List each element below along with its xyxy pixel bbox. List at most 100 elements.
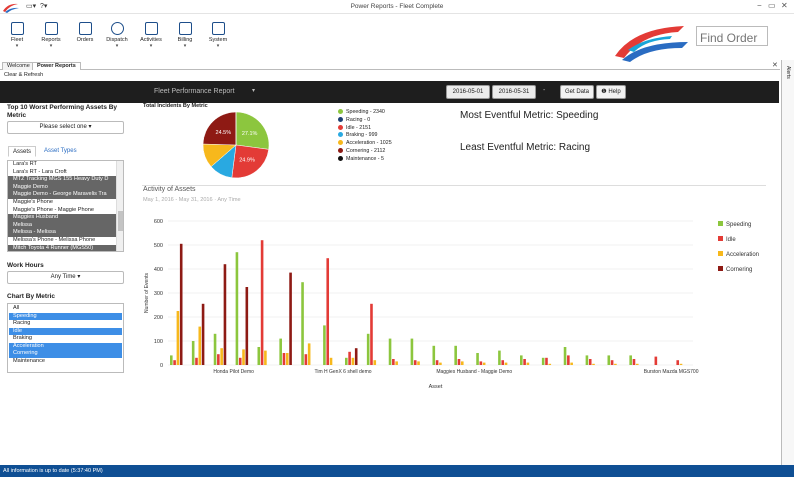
metric-list-item[interactable]: Speeding (9, 312, 122, 320)
restore-button[interactable]: ▭ (768, 1, 776, 10)
bar[interactable] (370, 303, 373, 365)
bar[interactable] (195, 357, 198, 365)
bar[interactable] (348, 351, 351, 365)
help-icon[interactable]: ?▾ (40, 3, 48, 10)
bar[interactable] (479, 361, 483, 365)
metric-list[interactable]: All Speeding Racing Idle Braking Acceleration… (7, 303, 124, 373)
tab-assets[interactable]: Assets (8, 146, 37, 157)
ribbon-billing-button[interactable]: Billing ▾ (168, 22, 202, 49)
bar[interactable] (345, 357, 348, 365)
bar[interactable] (520, 355, 523, 365)
metric-list-item[interactable]: Acceleration (9, 342, 122, 350)
close-button[interactable]: ✕ (781, 1, 788, 10)
bar[interactable] (307, 343, 311, 365)
bar[interactable] (223, 264, 227, 365)
bar[interactable] (632, 359, 636, 365)
close-tab-icon[interactable]: ✕ (772, 62, 778, 69)
bar[interactable] (173, 360, 176, 365)
pie-slice[interactable] (231, 144, 269, 179)
bar[interactable] (498, 350, 501, 365)
asset-list-item[interactable]: Melissa (8, 221, 117, 230)
bar[interactable] (260, 240, 264, 365)
bar[interactable] (432, 345, 436, 365)
bar[interactable] (264, 350, 267, 365)
bar[interactable] (610, 360, 614, 365)
bar[interactable] (170, 355, 173, 365)
bar[interactable] (629, 355, 632, 365)
clear-refresh-link[interactable]: Clear & Refresh (4, 72, 44, 78)
get-data-button[interactable]: Get Data (560, 85, 594, 99)
bar[interactable] (526, 362, 530, 365)
ribbon-dispatch-button[interactable]: Dispatch ▾ (100, 22, 134, 49)
pie-slice[interactable] (235, 111, 270, 150)
metric-list-item[interactable]: Cornering (9, 350, 122, 358)
bar[interactable] (501, 360, 505, 365)
bar[interactable] (417, 361, 420, 365)
asset-list-item[interactable]: MTZ Tracking MGS 155 Heavy Duty D (8, 176, 117, 184)
asset-list-item[interactable]: Maggie's Phone (13, 198, 53, 205)
metric-list-item[interactable]: Idle (9, 327, 122, 335)
chevron-down-icon[interactable]: ▾ (252, 88, 256, 94)
bar[interactable] (366, 333, 370, 365)
scroll-thumb[interactable] (118, 211, 123, 231)
bar[interactable] (523, 359, 526, 365)
ribbon-reports-button[interactable]: Reports ▾ (34, 22, 68, 49)
asset-list-item[interactable]: Mitch Toyota 4 Runner (MGS50) (8, 244, 117, 251)
tab-welcome[interactable]: Welcome (2, 62, 35, 70)
bar[interactable] (545, 357, 548, 365)
bar[interactable] (435, 360, 439, 365)
bar[interactable] (541, 357, 545, 365)
find-order-input[interactable] (696, 26, 768, 46)
asset-list-scrollbar[interactable] (116, 161, 123, 251)
ribbon-activities-button[interactable]: Activities ▾ (134, 22, 168, 49)
bar[interactable] (191, 341, 195, 365)
bar[interactable] (304, 354, 308, 365)
metric-select-button[interactable]: Please select one ▾ (7, 121, 124, 134)
bar[interactable] (654, 356, 658, 365)
bar[interactable] (301, 282, 304, 365)
date-from-field[interactable]: 2016-05-01 (446, 85, 490, 99)
bar[interactable] (282, 353, 286, 365)
asset-list-item[interactable]: Maggie Demo (8, 183, 117, 192)
bar[interactable] (570, 362, 573, 365)
bar[interactable] (410, 338, 414, 365)
bar[interactable] (395, 361, 398, 365)
bar[interactable] (179, 243, 183, 365)
bar[interactable] (585, 355, 589, 365)
date-to-field[interactable]: 2016-05-31 (492, 85, 536, 99)
bar[interactable] (373, 360, 377, 365)
bar[interactable] (588, 359, 592, 365)
bar[interactable] (220, 348, 223, 365)
bar[interactable] (504, 362, 508, 365)
work-hours-select[interactable]: Any Time ▾ (7, 271, 124, 284)
bar[interactable] (329, 357, 333, 365)
bar[interactable] (238, 357, 242, 365)
bar[interactable] (457, 359, 461, 365)
minimize-button[interactable]: − (757, 1, 762, 10)
help-button[interactable]: ❶ Help (596, 85, 626, 99)
asset-list-item[interactable]: Melissa's Phone - Melissa Phone (13, 236, 96, 243)
bar[interactable] (392, 359, 395, 365)
asset-list[interactable]: Lara's RT Lara's RT - Lara Croft MTZ Track… (7, 160, 124, 252)
bar[interactable] (388, 338, 392, 365)
bar[interactable] (439, 362, 442, 365)
bar[interactable] (176, 311, 180, 365)
bar[interactable] (201, 303, 205, 365)
bar[interactable] (548, 363, 552, 365)
bar[interactable] (285, 353, 289, 365)
window-icon[interactable]: ▭▾ (26, 3, 37, 10)
bar[interactable] (592, 363, 595, 365)
bar[interactable] (460, 361, 464, 365)
bar[interactable] (351, 357, 355, 365)
bar[interactable] (454, 345, 457, 365)
asset-list-item[interactable]: Maggie Demo - George Maravelis Tra (8, 191, 117, 199)
bar[interactable] (563, 347, 567, 365)
bar[interactable] (635, 363, 639, 365)
bar[interactable] (614, 363, 617, 365)
bar[interactable] (242, 349, 245, 365)
bar[interactable] (279, 338, 282, 365)
ribbon-fleet-button[interactable]: Fleet ▾ (0, 22, 34, 49)
asset-list-item[interactable]: Maggie's Phone - Maggie Phone (13, 206, 94, 213)
alerts-panel[interactable]: Alerts (781, 60, 794, 465)
metric-list-item[interactable]: Braking (13, 335, 32, 341)
